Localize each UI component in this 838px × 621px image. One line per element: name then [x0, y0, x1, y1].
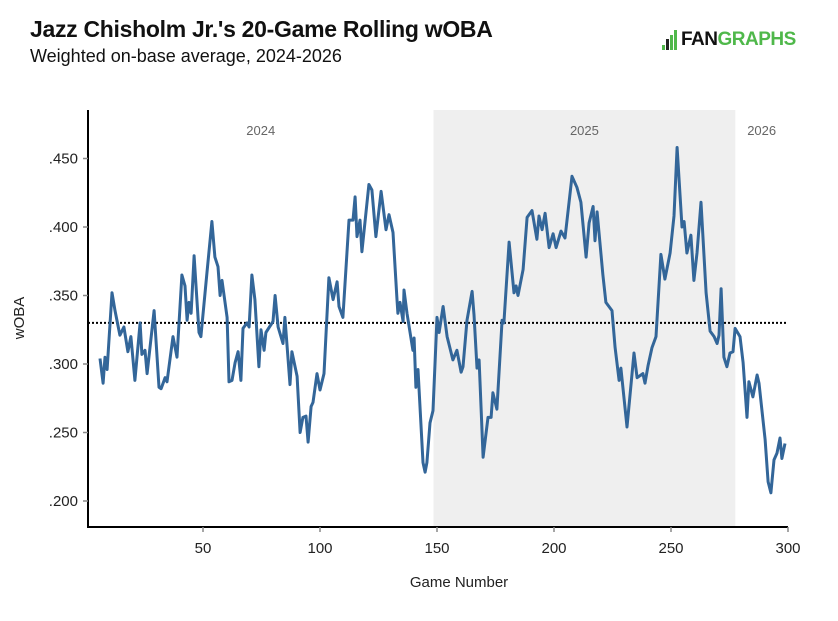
chart-title: Jazz Chisholm Jr.'s 20-Game Rolling wOBA [30, 16, 493, 42]
x-tick-label: 150 [424, 540, 449, 557]
season-labels-group: 2024 2025 2026 [246, 123, 776, 138]
x-tick-label: 300 [775, 540, 800, 557]
season-shading-group [433, 110, 736, 527]
y-ticks-group: .200 .250 .300 .350 .400 .450 [49, 151, 88, 510]
logo-bars-icon [662, 30, 678, 50]
logo-text-graphs: GRAPHS [717, 29, 797, 50]
y-tick-label: .200 [49, 493, 78, 510]
y-tick-label: .300 [49, 356, 78, 373]
y-axis-title: wOBA [11, 297, 28, 341]
season-label-2025: 2025 [570, 123, 599, 138]
x-tick-label: 100 [307, 540, 332, 557]
y-tick-label: .250 [49, 425, 78, 442]
season-label-2026: 2026 [747, 123, 776, 138]
x-tick-label: 200 [541, 540, 566, 557]
x-axis-title: Game Number [410, 574, 508, 591]
season-label-2024: 2024 [246, 123, 275, 138]
chart-subtitle: Weighted on-base average, 2024-2026 [30, 46, 342, 66]
y-tick-label: .450 [49, 151, 78, 168]
x-tick-label: 250 [658, 540, 683, 557]
y-tick-label: .350 [49, 288, 78, 305]
y-tick-label: .400 [49, 219, 78, 236]
logo-text-fan: FAN [681, 29, 718, 50]
x-ticks-group: 50 100 150 200 250 300 [195, 527, 801, 557]
season-shade-2025 [433, 110, 736, 527]
x-tick-label: 50 [195, 540, 212, 557]
fangraphs-logo: FAN GRAPHS [662, 27, 796, 53]
series-line-rolling-woba [98, 146, 787, 495]
